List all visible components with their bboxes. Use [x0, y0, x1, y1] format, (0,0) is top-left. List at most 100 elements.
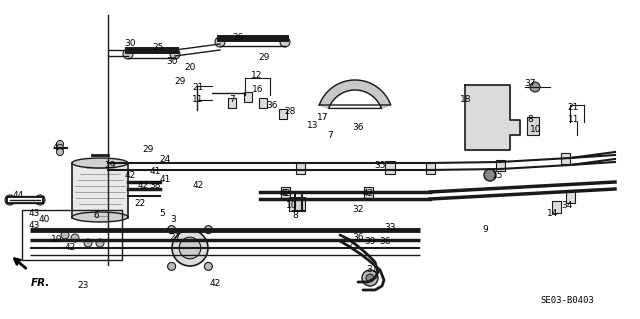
Text: 14: 14 — [547, 209, 559, 218]
Text: 5: 5 — [159, 209, 165, 218]
Circle shape — [168, 263, 175, 271]
Bar — [561, 153, 570, 164]
Text: 43: 43 — [28, 209, 40, 218]
Circle shape — [56, 145, 63, 152]
Text: 7: 7 — [327, 130, 333, 139]
Text: 3: 3 — [170, 216, 176, 225]
Circle shape — [172, 230, 208, 266]
Text: 8: 8 — [292, 211, 298, 219]
Text: 27: 27 — [170, 233, 180, 241]
Ellipse shape — [72, 212, 128, 222]
Circle shape — [204, 226, 212, 234]
Bar — [281, 187, 290, 198]
Text: SE03-B0403: SE03-B0403 — [541, 296, 595, 305]
Bar — [279, 109, 287, 119]
Text: 16: 16 — [252, 85, 264, 94]
Text: 43: 43 — [28, 221, 40, 231]
Text: 10: 10 — [531, 125, 541, 135]
Text: 8: 8 — [527, 115, 533, 124]
Text: 20: 20 — [184, 63, 196, 72]
Text: 13: 13 — [307, 121, 319, 130]
Text: 10: 10 — [286, 201, 298, 210]
Text: 1: 1 — [283, 189, 289, 197]
Circle shape — [56, 140, 63, 147]
Circle shape — [215, 37, 225, 47]
Text: 28: 28 — [284, 108, 296, 116]
Text: 18: 18 — [460, 95, 472, 105]
Text: 19: 19 — [51, 234, 63, 243]
Text: 25: 25 — [152, 43, 164, 53]
Polygon shape — [319, 80, 390, 108]
Text: 41: 41 — [149, 167, 161, 176]
Circle shape — [179, 237, 201, 259]
Bar — [385, 161, 395, 174]
Bar — [566, 191, 575, 203]
Circle shape — [530, 82, 540, 92]
Text: 12: 12 — [252, 70, 262, 79]
Text: 30: 30 — [166, 57, 178, 66]
Bar — [426, 163, 435, 174]
Text: 42: 42 — [138, 181, 148, 189]
Text: 44: 44 — [12, 191, 24, 201]
Text: 24: 24 — [159, 155, 171, 165]
Text: 39: 39 — [364, 238, 376, 247]
Text: 4: 4 — [52, 144, 58, 152]
Text: 35: 35 — [374, 160, 386, 169]
Bar — [296, 163, 305, 174]
Text: 30: 30 — [124, 39, 136, 48]
Circle shape — [5, 195, 15, 205]
Circle shape — [61, 231, 69, 239]
Text: 9: 9 — [482, 226, 488, 234]
Text: 36: 36 — [352, 233, 364, 241]
Text: 29: 29 — [104, 160, 116, 169]
Circle shape — [123, 49, 133, 59]
Circle shape — [56, 149, 63, 155]
Circle shape — [204, 263, 212, 271]
Circle shape — [170, 49, 180, 59]
Text: 17: 17 — [317, 114, 329, 122]
Polygon shape — [465, 85, 520, 150]
Text: 26: 26 — [232, 33, 244, 42]
Circle shape — [35, 195, 45, 205]
Text: FR.: FR. — [31, 278, 51, 288]
Bar — [72, 163, 128, 218]
Bar — [244, 92, 252, 102]
Text: 21: 21 — [567, 103, 579, 113]
Text: 42: 42 — [124, 170, 136, 180]
Text: 29: 29 — [142, 145, 154, 154]
Text: 11: 11 — [568, 115, 580, 124]
Text: 42: 42 — [209, 278, 221, 287]
Text: 42: 42 — [280, 189, 291, 197]
Text: 6: 6 — [93, 211, 99, 219]
Text: 31: 31 — [366, 265, 378, 275]
Bar — [259, 98, 267, 108]
Circle shape — [366, 274, 374, 282]
Bar — [228, 98, 236, 108]
Text: 7: 7 — [229, 95, 235, 105]
Text: 29: 29 — [174, 78, 186, 86]
Text: 36: 36 — [266, 100, 278, 109]
Text: 34: 34 — [561, 201, 573, 210]
Text: 29: 29 — [259, 54, 269, 63]
Text: 22: 22 — [134, 198, 146, 207]
Circle shape — [168, 226, 175, 234]
Circle shape — [362, 270, 378, 286]
Text: 11: 11 — [192, 95, 204, 105]
Bar — [289, 197, 305, 211]
Text: 33: 33 — [384, 224, 396, 233]
Text: 15: 15 — [492, 170, 504, 180]
Circle shape — [84, 239, 92, 247]
Bar — [22, 210, 122, 260]
Text: 42: 42 — [65, 243, 76, 253]
Text: 42: 42 — [193, 181, 204, 189]
Text: 42: 42 — [362, 189, 374, 197]
Text: 36: 36 — [380, 238, 391, 247]
Bar — [552, 201, 561, 213]
Text: 21: 21 — [192, 84, 204, 93]
Text: 2: 2 — [347, 241, 353, 249]
Circle shape — [96, 239, 104, 247]
Circle shape — [71, 234, 79, 242]
Text: 37: 37 — [524, 79, 536, 88]
Bar — [496, 160, 505, 171]
Ellipse shape — [72, 158, 128, 168]
